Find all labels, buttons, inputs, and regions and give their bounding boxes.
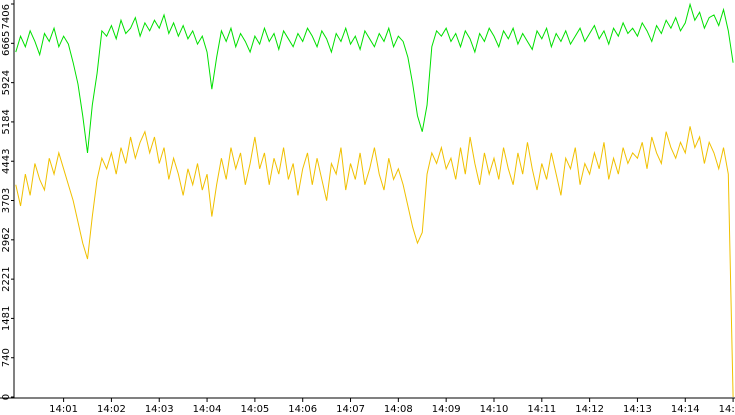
y-tick-label: 1481	[1, 306, 12, 331]
x-tick-label: 14:06	[288, 404, 317, 415]
y-tick-label: 2221	[1, 266, 12, 291]
x-tick-label: 14:08	[384, 404, 413, 415]
x-tick-label: 14:10	[480, 404, 509, 415]
y-tick-label: 5184	[1, 109, 12, 134]
x-tick-label: 14:14	[671, 404, 700, 415]
x-tick-label: 14:13	[623, 404, 652, 415]
y-tick-label: 6665	[1, 31, 12, 56]
x-tick-label: 14:05	[240, 404, 269, 415]
x-tick-label: 14:11	[527, 404, 556, 415]
y-tick-label: 4443	[1, 149, 12, 174]
y-tick-label: 740	[1, 348, 12, 367]
x-tick-label: 14:12	[575, 404, 604, 415]
x-tick-label: 14:02	[97, 404, 126, 415]
y-tick-label: 2962	[1, 227, 12, 252]
series-line	[15, 126, 734, 398]
y-tick-label: 5924	[1, 70, 12, 95]
y-tick-label: 3703	[1, 188, 12, 213]
x-tick-label: 14:04	[193, 404, 222, 415]
y-tick-label: 7406	[1, 4, 12, 29]
x-tick-label: 14:01	[49, 404, 78, 415]
x-tick-label: 14:07	[336, 404, 365, 415]
series-line	[15, 2, 734, 153]
y-tick-label: 0	[1, 394, 12, 400]
x-tick-label: 14:09	[432, 404, 461, 415]
x-tick-label: 14:03	[145, 404, 174, 415]
x-tick-label: 14:15	[719, 404, 735, 415]
